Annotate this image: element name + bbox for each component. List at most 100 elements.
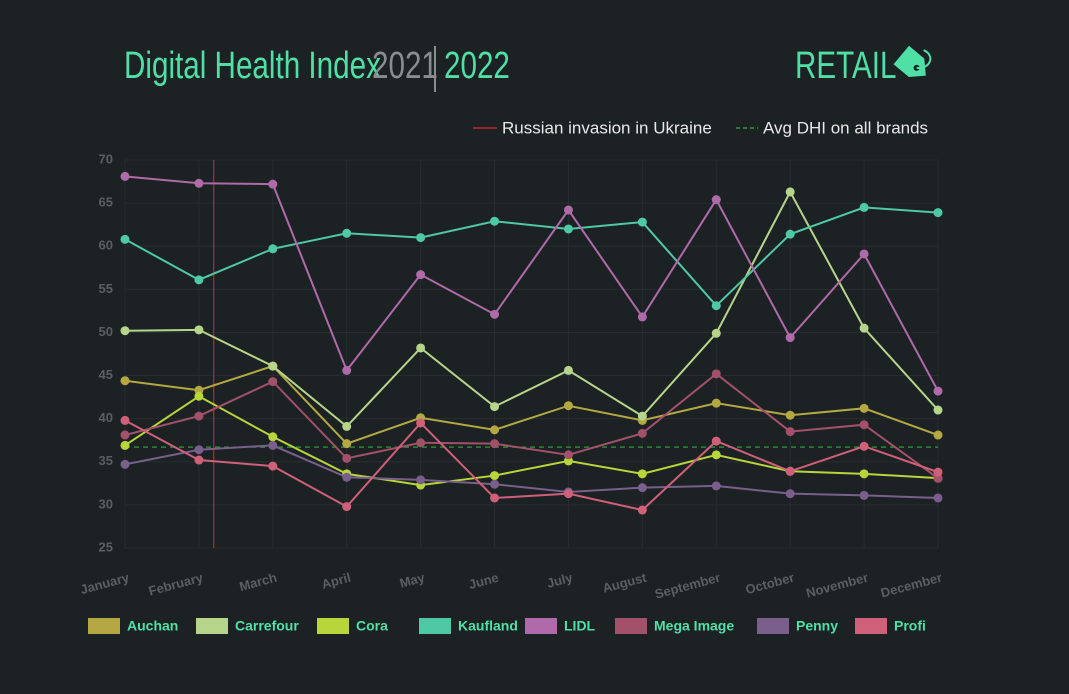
data-point bbox=[194, 275, 204, 285]
data-point bbox=[490, 493, 500, 503]
x-tick-label: November bbox=[804, 570, 869, 601]
y-tick-label: 70 bbox=[99, 151, 113, 166]
y-tick-label: 25 bbox=[99, 539, 113, 554]
data-point bbox=[416, 438, 426, 448]
legend-swatch bbox=[317, 618, 349, 634]
data-point bbox=[637, 469, 647, 479]
data-point bbox=[933, 386, 943, 396]
data-point bbox=[859, 202, 869, 212]
y-tick-label: 40 bbox=[99, 410, 113, 425]
x-tick-label: June bbox=[467, 570, 500, 592]
y-tick-label: 60 bbox=[99, 238, 113, 253]
data-point bbox=[268, 179, 278, 189]
data-point bbox=[859, 403, 869, 413]
legend-item: Mega Image bbox=[615, 618, 734, 634]
x-tick-label: September bbox=[653, 570, 722, 602]
data-point bbox=[194, 455, 204, 465]
data-point bbox=[268, 432, 278, 442]
legend-item: Profi bbox=[855, 618, 926, 634]
legend-label: Avg DHI on all brands bbox=[763, 118, 928, 137]
y-tick-label: 65 bbox=[99, 195, 113, 210]
series-line bbox=[124, 444, 939, 499]
data-point bbox=[711, 195, 721, 205]
data-point bbox=[711, 481, 721, 491]
data-point bbox=[490, 402, 500, 412]
x-tick-label: May bbox=[398, 570, 427, 591]
series-line bbox=[124, 419, 939, 512]
data-point bbox=[342, 228, 352, 238]
data-point bbox=[416, 343, 426, 353]
data-point bbox=[933, 208, 943, 218]
series-line bbox=[124, 189, 939, 428]
data-point bbox=[194, 325, 204, 335]
data-point bbox=[268, 461, 278, 471]
legend-swatch bbox=[525, 618, 557, 634]
legend-label: Russian invasion in Ukraine bbox=[502, 118, 712, 137]
legend-swatch bbox=[757, 618, 789, 634]
data-point bbox=[342, 472, 352, 482]
data-point bbox=[711, 398, 721, 408]
legend-label: Carrefour bbox=[235, 618, 299, 634]
series-line bbox=[124, 395, 939, 487]
y-tick-label: 35 bbox=[99, 453, 113, 468]
data-point bbox=[268, 440, 278, 450]
data-point bbox=[120, 376, 130, 386]
legend-item: LIDL bbox=[525, 618, 596, 634]
data-point bbox=[120, 459, 130, 469]
data-point bbox=[194, 445, 204, 455]
legend-label: Penny bbox=[796, 618, 838, 634]
data-point bbox=[785, 229, 795, 239]
y-tick-label: 55 bbox=[99, 281, 113, 296]
data-point bbox=[785, 410, 795, 420]
legend-item: Carrefour bbox=[196, 618, 299, 634]
x-tick-label: February bbox=[147, 570, 205, 599]
series-line bbox=[124, 175, 939, 392]
data-point bbox=[490, 439, 500, 449]
data-point bbox=[637, 483, 647, 493]
legend-label: Profi bbox=[894, 618, 926, 634]
data-point bbox=[416, 233, 426, 243]
legend-label: Cora bbox=[356, 618, 388, 634]
data-point bbox=[859, 420, 869, 430]
data-point bbox=[933, 430, 943, 440]
data-point bbox=[785, 489, 795, 499]
data-point bbox=[342, 453, 352, 463]
y-tick-label: 45 bbox=[99, 367, 113, 382]
header: Digital Health Index 2021 2022 RETAIL bbox=[124, 45, 932, 92]
data-point bbox=[637, 411, 647, 421]
legend-swatch bbox=[419, 618, 451, 634]
data-point bbox=[416, 270, 426, 280]
data-point bbox=[711, 450, 721, 460]
data-point bbox=[120, 234, 130, 244]
y-tick-label: 50 bbox=[99, 324, 113, 339]
data-point bbox=[859, 469, 869, 479]
data-point bbox=[268, 377, 278, 387]
legend-label: Mega Image bbox=[654, 618, 734, 634]
data-point bbox=[711, 369, 721, 379]
x-tick-label: January bbox=[79, 570, 132, 598]
data-point bbox=[416, 418, 426, 428]
data-point bbox=[490, 425, 500, 435]
data-point bbox=[711, 301, 721, 311]
data-point bbox=[490, 471, 500, 481]
series-line bbox=[124, 206, 939, 308]
series-line bbox=[124, 364, 939, 445]
section: RETAIL bbox=[795, 45, 897, 87]
data-point bbox=[342, 502, 352, 512]
data-point bbox=[342, 439, 352, 449]
tag-icon bbox=[893, 45, 932, 78]
data-point bbox=[933, 467, 943, 477]
data-point bbox=[933, 405, 943, 415]
legend-item: Penny bbox=[757, 618, 838, 634]
x-tick-label: July bbox=[545, 570, 575, 591]
data-point bbox=[120, 430, 130, 440]
data-point bbox=[342, 421, 352, 431]
data-point bbox=[490, 309, 500, 319]
legend-swatch bbox=[88, 618, 120, 634]
data-point bbox=[859, 249, 869, 259]
data-point bbox=[859, 323, 869, 333]
x-tick-label: April bbox=[320, 570, 352, 592]
data-point bbox=[785, 333, 795, 343]
legend-item: Cora bbox=[317, 618, 388, 634]
